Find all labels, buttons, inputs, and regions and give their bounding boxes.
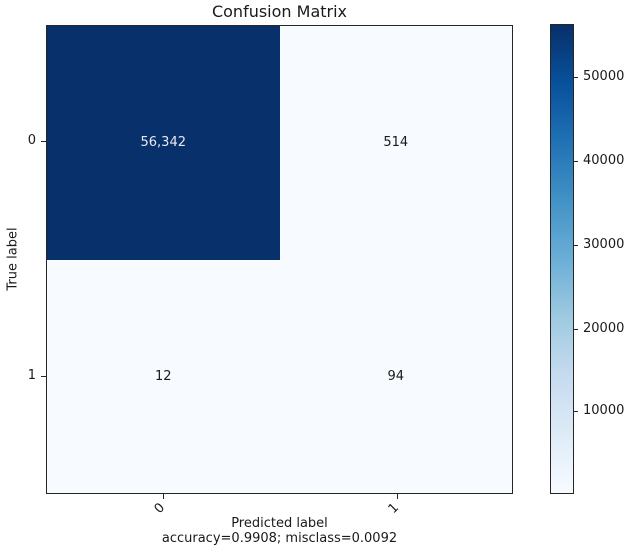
colorbar-tick-label-20000: 20000 bbox=[583, 321, 625, 336]
colorbar bbox=[550, 24, 574, 494]
cell-value: 12 bbox=[154, 368, 172, 384]
colorbar-tick-label-50000: 50000 bbox=[583, 69, 625, 84]
matrix-cell-true1-pred1: 94 bbox=[279, 259, 512, 493]
colorbar-tick-mark bbox=[574, 411, 578, 412]
colorbar-tick-mark bbox=[574, 161, 578, 162]
matrix-cell-true1-pred0: 12 bbox=[47, 259, 280, 493]
matrix-cell-true0-pred1: 514 bbox=[279, 26, 512, 260]
colorbar-tick-mark bbox=[574, 329, 578, 330]
cell-value: 514 bbox=[383, 135, 409, 151]
heatmap-plot-area: 56,342 514 12 94 bbox=[46, 25, 513, 494]
y-tick-label-0: 0 bbox=[27, 133, 36, 148]
chart-title: Confusion Matrix bbox=[211, 2, 348, 21]
x-tick-mark bbox=[397, 494, 398, 499]
colorbar-tick-label-30000: 30000 bbox=[583, 237, 625, 252]
colorbar-tick-label-10000: 10000 bbox=[583, 403, 625, 418]
y-tick-mark bbox=[41, 141, 46, 142]
y-tick-label-1: 1 bbox=[27, 368, 36, 383]
x-tick-label-0: 0 bbox=[151, 500, 169, 517]
cell-value: 56,342 bbox=[140, 135, 187, 151]
colorbar-tick-mark bbox=[574, 245, 578, 246]
matrix-cell-true0-pred0: 56,342 bbox=[47, 26, 280, 260]
colorbar-tick-label-40000: 40000 bbox=[583, 153, 625, 168]
accuracy-caption: accuracy=0.9908; misclass=0.0092 bbox=[161, 531, 398, 546]
x-axis-label: Predicted label bbox=[231, 516, 328, 531]
x-tick-mark bbox=[163, 494, 164, 499]
cell-value: 94 bbox=[387, 368, 405, 384]
x-tick-label-1: 1 bbox=[385, 500, 403, 517]
y-axis-label: True label bbox=[5, 227, 21, 291]
colorbar-tick-mark bbox=[574, 77, 578, 78]
y-tick-mark bbox=[41, 376, 46, 377]
